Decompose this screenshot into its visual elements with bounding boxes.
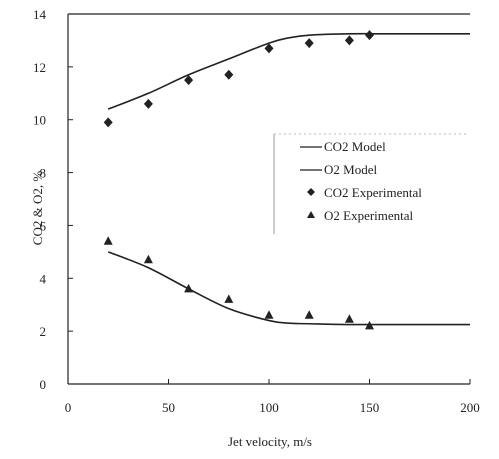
- legend-o2-model-label: O2 Model: [324, 162, 377, 177]
- co2-experimental-point: [224, 69, 234, 80]
- legend-o2-experimental-label: O2 Experimental: [324, 208, 414, 223]
- legend-box: [274, 134, 470, 234]
- x-tick-label: 150: [360, 400, 380, 415]
- legend-co2-experimental-marker: [307, 188, 315, 196]
- x-tick-label: 200: [460, 400, 480, 415]
- series-o2-experimental: [103, 236, 374, 330]
- co2-experimental-point: [344, 35, 354, 46]
- co2-experimental-point: [143, 98, 153, 109]
- co2-experimental-point: [365, 30, 374, 41]
- co2-model-line: [107, 32, 470, 110]
- y-tick-label: 0: [40, 377, 47, 392]
- o2-experimental-point: [224, 294, 234, 303]
- legend-co2-experimental-label: CO2 Experimental: [324, 185, 422, 200]
- o2-experimental-point: [184, 283, 194, 293]
- series-co2-experimental: [103, 30, 374, 128]
- x-tick-label: 0: [65, 400, 72, 415]
- co2-experimental-point: [304, 38, 314, 49]
- y-tick-label: 6: [40, 218, 47, 233]
- y-tick-label: 4: [40, 271, 47, 286]
- y-tick-label: 2: [40, 324, 47, 339]
- legend-o2-experimental-marker: [307, 211, 315, 218]
- y-tick-label: 8: [40, 166, 47, 181]
- series-co2-model: [107, 32, 470, 110]
- y-axis-label: CO2 & O2, %: [30, 171, 45, 246]
- y-tick-label: 12: [33, 60, 46, 75]
- o2-experimental-point: [264, 310, 274, 319]
- x-tick-label: 100: [259, 400, 279, 415]
- axes: 0 2 4 6 8 10 12 14 0 50 100 150 200: [33, 7, 480, 415]
- y-tick-label: 10: [33, 113, 46, 128]
- o2-experimental-point: [365, 320, 374, 330]
- co2-experimental-point: [184, 75, 194, 86]
- x-axis-label: Jet velocity, m/s: [228, 434, 312, 449]
- o2-experimental-point: [304, 310, 314, 319]
- legend-co2-model-label: CO2 Model: [324, 139, 386, 154]
- co2-experimental-point: [264, 43, 274, 54]
- o2-experimental-point: [143, 254, 153, 264]
- o2-model-line: [107, 251, 470, 326]
- co2-experimental-point: [103, 117, 113, 128]
- legend: CO2 Model O2 Model CO2 Experimental O2 E…: [273, 133, 470, 234]
- series-o2-model: [107, 251, 470, 326]
- series-layer: [103, 30, 470, 330]
- o2-experimental-point: [103, 236, 113, 245]
- x-tick-label: 50: [162, 400, 175, 415]
- y-tick-label: 14: [33, 7, 47, 22]
- o2-experimental-point: [344, 314, 354, 323]
